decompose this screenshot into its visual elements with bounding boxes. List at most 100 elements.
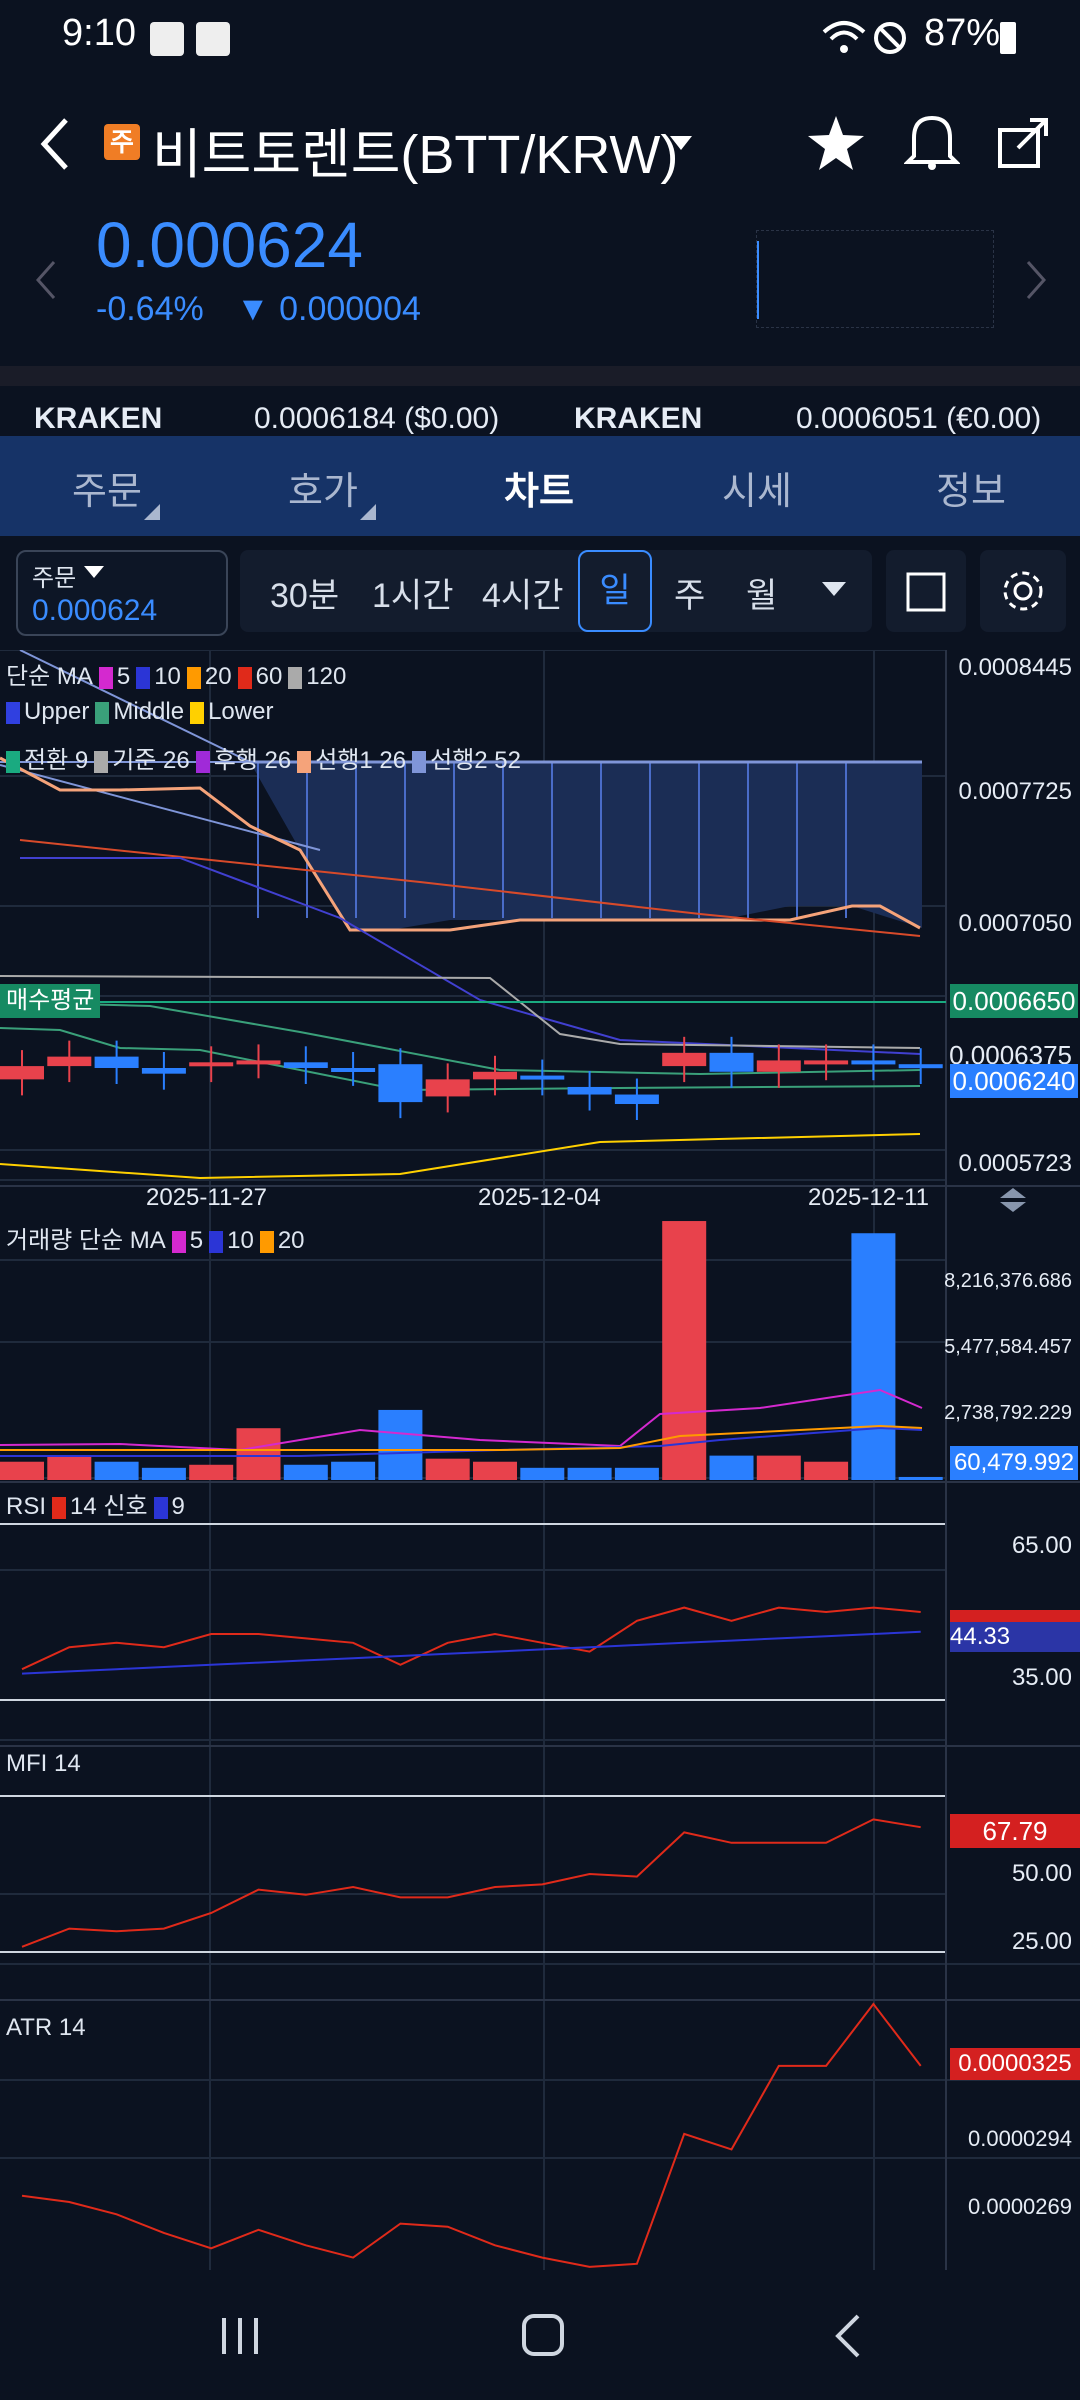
timeframe-month[interactable]: 월 xyxy=(746,577,778,615)
timeframe-1h[interactable]: 1시간 xyxy=(372,577,454,615)
back-icon[interactable] xyxy=(36,116,72,172)
volume-bar xyxy=(473,1461,517,1480)
ma-legend[interactable]: 단순 MA 5 10 20 60 120 xyxy=(6,656,346,691)
status-bar: 9:10 87% xyxy=(0,0,1080,74)
recent-apps-icon[interactable] xyxy=(218,2314,264,2358)
order-price-box[interactable] xyxy=(16,550,228,636)
candle xyxy=(236,1060,281,1065)
coin-title[interactable]: 비트토렌트(BTT/KRW) xyxy=(152,125,679,185)
volume-axis-label: 2,738,792.229 xyxy=(944,1402,1072,1424)
legend-swatch xyxy=(190,701,205,724)
candle xyxy=(473,1071,517,1080)
system-back-icon[interactable] xyxy=(830,2312,864,2360)
corner-caret-icon xyxy=(360,504,376,520)
mfi-legend[interactable]: MFI 14 xyxy=(6,1750,81,1777)
notification-icon xyxy=(196,22,230,56)
avg-buy-price-tag: 0.0006650 xyxy=(950,984,1078,1018)
legend-swatch xyxy=(186,666,201,689)
rsi-legend-title: RSI xyxy=(6,1493,47,1520)
vol-ma-10: 10 xyxy=(227,1227,254,1254)
home-icon[interactable] xyxy=(520,2312,566,2358)
exchange-name: KRAKEN xyxy=(34,402,163,435)
separator xyxy=(0,366,1080,386)
order-caret-icon xyxy=(84,566,104,578)
ichimoku-lead2: 선행2 52 xyxy=(430,747,521,774)
tab-info[interactable]: 정보 xyxy=(936,471,1006,513)
volume-bar xyxy=(47,1455,92,1480)
timeframe-4h[interactable]: 4시간 xyxy=(482,577,564,615)
volume-bar xyxy=(0,1461,44,1480)
share-icon[interactable] xyxy=(996,112,1054,170)
volume-axis-label: 8,216,376.686 xyxy=(944,1270,1072,1292)
volume-legend[interactable]: 거래량 단순 MA 5 10 20 xyxy=(6,1220,305,1255)
rsi-legend[interactable]: RSI 14 신호 9 xyxy=(6,1486,185,1521)
price-axis-label: 0.0007050 xyxy=(958,910,1072,937)
legend-swatch xyxy=(195,750,210,773)
volume-bar xyxy=(283,1464,328,1480)
atr-line xyxy=(21,2002,922,2268)
atr-axis-label: 0.0000269 xyxy=(968,2194,1072,2219)
bb-lower: Lower xyxy=(208,698,274,725)
tab-bar xyxy=(0,436,1080,536)
timeframe-week[interactable]: 주 xyxy=(674,577,706,615)
exchange-value: 0.0006184 ($0.00) xyxy=(254,402,500,435)
legend-swatch xyxy=(6,701,20,724)
resize-handle-icon[interactable] xyxy=(998,1186,1028,1214)
volume-bar xyxy=(804,1461,849,1480)
rsi-signal-line xyxy=(21,1630,921,1675)
atr-legend[interactable]: ATR 14 xyxy=(6,2014,86,2041)
star-icon[interactable] xyxy=(806,114,866,172)
timeframe-group xyxy=(240,550,872,632)
timeframe-more-icon[interactable] xyxy=(822,582,846,598)
battery-icon xyxy=(1000,22,1016,54)
mfi-axis-label: 50.00 xyxy=(1011,1860,1072,1887)
bb-legend[interactable]: Upper Middle Lower xyxy=(6,698,273,726)
square-icon xyxy=(906,572,946,612)
date-label: 2025-12-04 xyxy=(478,1184,601,1211)
timeframe-day[interactable]: 일 xyxy=(578,550,652,632)
market-badge: 주 xyxy=(104,124,140,160)
ichimoku-legend[interactable]: 전환 9 기준 26 후행 26 선행1 26 선행2 52 xyxy=(6,740,521,775)
order-label: 주문 xyxy=(32,565,77,592)
wifi-icon xyxy=(822,21,866,53)
candle xyxy=(0,1066,44,1080)
price-axis-label: 0.0008445 xyxy=(958,654,1072,681)
dropdown-caret-icon[interactable] xyxy=(668,134,694,152)
sparkline-box[interactable] xyxy=(756,230,994,328)
legend-swatch xyxy=(412,750,427,773)
tab-price[interactable]: 시세 xyxy=(722,471,792,513)
candle xyxy=(662,1052,707,1067)
candle xyxy=(94,1056,139,1068)
chart-area[interactable] xyxy=(0,650,1080,2270)
mfi-axis-label: 25.00 xyxy=(1011,1928,1072,1955)
ichimoku-base: 기준 26 xyxy=(112,747,190,774)
volume-bar xyxy=(662,1221,707,1480)
volume-bar xyxy=(567,1467,612,1480)
price-axis-label: 0.0005723 xyxy=(958,1150,1072,1177)
legend-swatch xyxy=(288,666,303,689)
volume-current-tag: 60,479.992 xyxy=(950,1446,1078,1480)
candle xyxy=(567,1086,612,1095)
candle xyxy=(141,1067,186,1074)
rsi-line xyxy=(21,1606,921,1671)
status-time: 9:10 xyxy=(62,12,136,54)
volume-bar xyxy=(331,1461,376,1480)
fullscreen-button[interactable] xyxy=(886,550,966,632)
legend-swatch xyxy=(153,1496,168,1519)
timeframe-30m[interactable]: 30분 xyxy=(270,577,340,615)
settings-button[interactable] xyxy=(980,550,1066,632)
prev-coin-icon[interactable] xyxy=(34,260,58,300)
tab-chart[interactable]: 차트 xyxy=(504,471,574,513)
date-label: 2025-12-11 xyxy=(808,1184,929,1211)
tab-orderbook[interactable]: 호가 xyxy=(288,471,358,513)
corner-caret-icon xyxy=(144,504,160,520)
candle xyxy=(378,1064,423,1103)
bb-middle: Middle xyxy=(113,698,185,725)
candle xyxy=(804,1060,849,1065)
legend-swatch xyxy=(136,666,151,689)
tab-order[interactable]: 주문 xyxy=(72,471,142,513)
bell-icon[interactable] xyxy=(904,112,960,172)
rsi-axis-label: 65.00 xyxy=(1011,1532,1072,1559)
next-coin-icon[interactable] xyxy=(1024,260,1048,300)
battery-level: 87% xyxy=(923,12,1000,54)
